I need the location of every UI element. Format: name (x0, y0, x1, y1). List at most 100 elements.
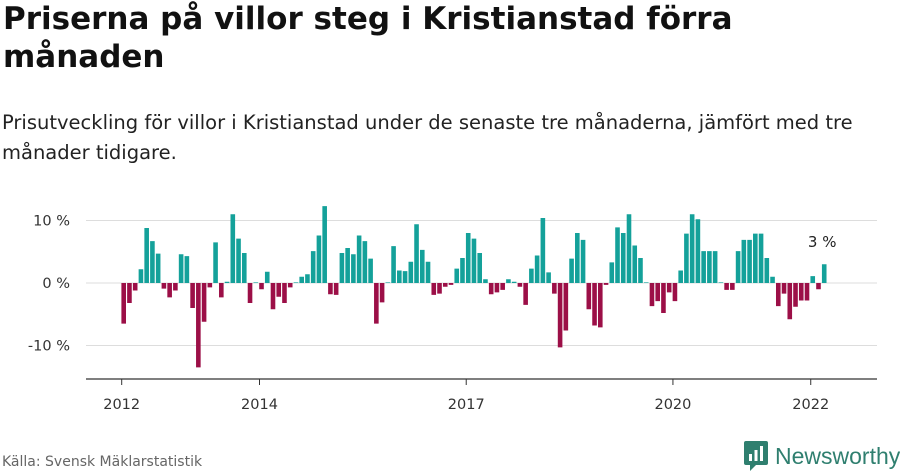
bar (270, 283, 276, 310)
bar (259, 283, 264, 290)
bar (207, 283, 213, 288)
bar (638, 258, 643, 283)
bar (356, 235, 362, 283)
bar (155, 253, 161, 283)
bar (615, 227, 620, 283)
bar (730, 283, 735, 290)
bar (580, 239, 586, 283)
bar (626, 214, 632, 283)
bar (517, 283, 523, 287)
bar (253, 282, 259, 283)
bar (770, 276, 775, 283)
newsworthy-logo[interactable]: Newsworthy (744, 440, 900, 472)
bar (666, 283, 672, 293)
bar (368, 258, 373, 283)
brand-name: Newsworthy (775, 442, 900, 469)
bar (707, 251, 712, 283)
bar (695, 219, 701, 283)
x-tick-label: 2022 (792, 397, 829, 413)
bar (264, 271, 270, 283)
bar (775, 283, 781, 307)
bar (138, 269, 144, 283)
bar (701, 251, 706, 283)
x-tick-label: 2014 (241, 397, 278, 413)
bar (494, 283, 500, 293)
bar (735, 251, 741, 283)
bar (322, 206, 327, 283)
bar (150, 241, 155, 283)
bar (431, 283, 437, 295)
bar (477, 253, 483, 283)
y-tick-label: 10 % (33, 214, 70, 230)
annotations: 3 % (808, 233, 837, 251)
bar (758, 233, 764, 283)
bar (219, 283, 224, 298)
bar (787, 283, 793, 320)
bar (764, 258, 770, 283)
bar (655, 283, 661, 302)
bar (534, 255, 540, 283)
bar (299, 276, 305, 283)
bar (488, 283, 494, 295)
bar (305, 274, 310, 283)
bar (511, 281, 517, 283)
bar (793, 283, 798, 307)
bar (454, 268, 460, 283)
bar (798, 283, 804, 301)
bar (603, 283, 609, 285)
newsworthy-icon (744, 441, 768, 471)
bar (362, 241, 368, 283)
bar (500, 283, 505, 290)
bar (419, 249, 425, 283)
bar (684, 233, 689, 283)
bar (597, 283, 603, 328)
y-tick-label: 0 % (42, 276, 70, 292)
bar (379, 283, 385, 303)
bar (741, 239, 747, 283)
bar (569, 258, 574, 283)
bar (287, 283, 293, 288)
bar (402, 271, 408, 283)
bar (144, 228, 149, 283)
bar (351, 254, 356, 283)
bar (345, 248, 350, 283)
chart-subtitle: Prisutveckling för villor i Kristianstad… (2, 111, 853, 164)
bar (241, 253, 247, 283)
bar (620, 233, 626, 283)
x-tick-label: 2017 (448, 397, 485, 413)
bar (810, 276, 816, 283)
source-note: Källa: Svensk Mäklarstatistik (2, 454, 203, 470)
bar (391, 246, 396, 283)
bars (121, 206, 827, 368)
bar (649, 283, 655, 307)
bar (385, 282, 391, 283)
bar (333, 283, 339, 295)
bar (592, 283, 597, 326)
bar (121, 283, 126, 324)
bar (414, 224, 419, 283)
bar (563, 283, 569, 331)
bar (506, 279, 511, 283)
y-axis-labels: 10 % 0 % -10 % (28, 214, 70, 355)
bar (293, 282, 299, 283)
bar (236, 238, 241, 283)
bar (328, 283, 333, 295)
bar (132, 283, 138, 291)
x-axis: 2012 2014 2017 2020 2022 (86, 378, 877, 413)
bar (718, 282, 724, 283)
bar (689, 214, 695, 283)
bar (712, 251, 718, 283)
bar (529, 268, 534, 283)
bar (747, 239, 752, 283)
bar (339, 253, 345, 283)
x-tick-label: 2012 (103, 397, 140, 413)
bar (190, 283, 195, 308)
bar (408, 261, 414, 283)
bar (643, 282, 649, 283)
bar (460, 258, 465, 283)
bar (781, 283, 787, 294)
bar (374, 283, 379, 324)
bar (201, 283, 207, 322)
bar (184, 256, 190, 283)
bar (552, 283, 557, 294)
